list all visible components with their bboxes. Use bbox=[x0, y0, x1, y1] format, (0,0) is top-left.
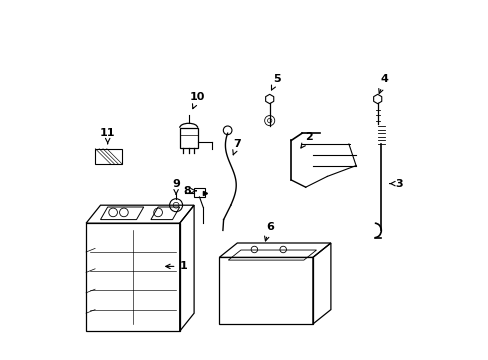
Text: 6: 6 bbox=[264, 222, 273, 241]
Text: 7: 7 bbox=[232, 139, 241, 155]
Text: 10: 10 bbox=[190, 92, 205, 109]
Bar bbox=[179, 128, 197, 148]
Text: 8: 8 bbox=[183, 186, 196, 196]
Bar bbox=[95, 149, 122, 164]
Text: 2: 2 bbox=[300, 132, 312, 148]
Text: 1: 1 bbox=[165, 261, 187, 271]
Bar bbox=[194, 188, 204, 197]
Text: 4: 4 bbox=[378, 74, 388, 94]
Text: 5: 5 bbox=[271, 74, 280, 90]
Text: 9: 9 bbox=[172, 179, 180, 194]
Text: 11: 11 bbox=[100, 128, 115, 144]
Text: 3: 3 bbox=[389, 179, 402, 189]
